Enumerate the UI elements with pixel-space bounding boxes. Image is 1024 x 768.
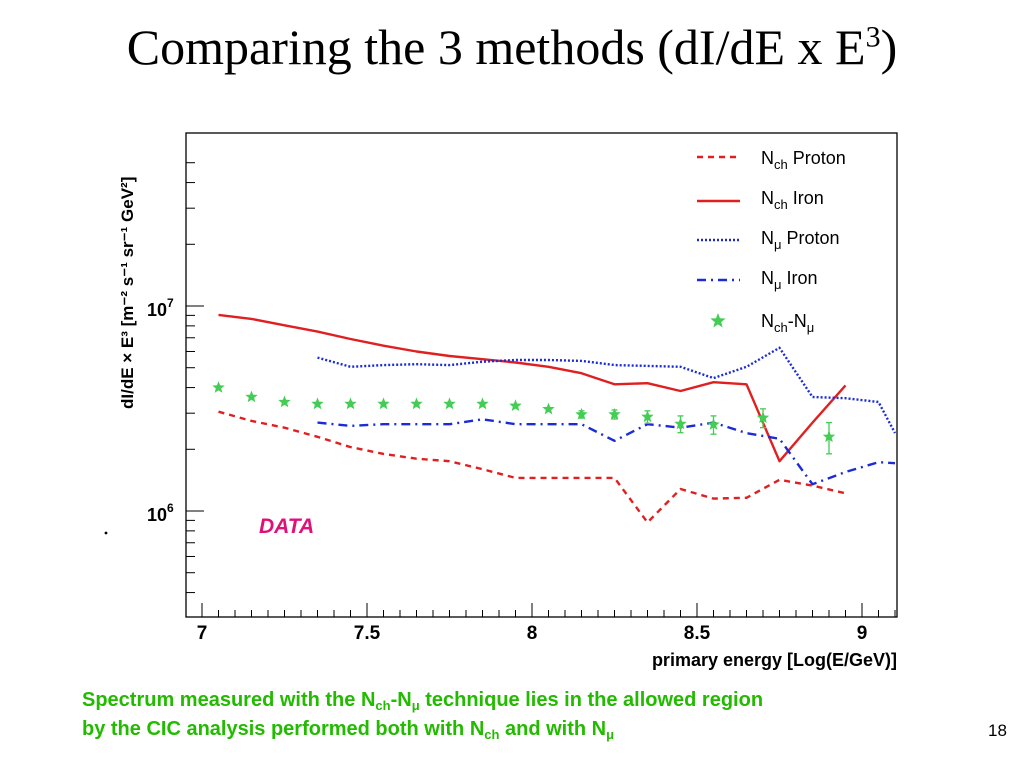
title-text: Comparing the 3 methods (dI/dE x E bbox=[126, 19, 866, 75]
y-axis-label: dI/dE × E³ [m⁻² s⁻¹ sr⁻¹ GeV²] bbox=[118, 177, 137, 409]
slide-title: Comparing the 3 methods (dI/dE x E3) bbox=[0, 18, 1024, 76]
legend-star-icon bbox=[710, 313, 726, 328]
series-line-2 bbox=[317, 346, 897, 434]
data-point-star bbox=[476, 397, 489, 410]
series-line-3 bbox=[317, 418, 896, 486]
x-axis-label: primary energy [Log(E/GeV)] bbox=[652, 650, 897, 670]
data-point-star bbox=[344, 397, 357, 410]
page-number: 18 bbox=[988, 721, 1007, 740]
data-point-star bbox=[608, 407, 621, 420]
data-point-star bbox=[575, 407, 588, 420]
series-line-1 bbox=[218, 313, 847, 463]
series-markers bbox=[212, 381, 836, 455]
caption-line-2: by the CIC analysis performed both with … bbox=[82, 718, 615, 742]
data-point-star bbox=[410, 397, 423, 410]
data-point-star bbox=[212, 381, 225, 393]
plot-frame bbox=[185, 132, 898, 618]
data-point-star bbox=[542, 402, 555, 415]
x-tick-label: 7 bbox=[197, 623, 208, 644]
y-tick-exponent: 6 bbox=[167, 501, 174, 515]
x-tick-label: 7.5 bbox=[354, 623, 381, 644]
data-annotation: DATA bbox=[259, 515, 314, 538]
legend-label-nch-iron: Nch Iron bbox=[761, 188, 824, 212]
data-point-star bbox=[641, 410, 654, 423]
caption-line-1: Spectrum measured with the Nch-Nμ techni… bbox=[82, 689, 764, 713]
data-point-star bbox=[822, 430, 836, 443]
x-tick-label: 8 bbox=[527, 623, 538, 644]
data-point-star bbox=[443, 397, 456, 410]
data-point-star bbox=[245, 390, 258, 403]
data-point-star bbox=[674, 417, 687, 430]
data-point-star bbox=[707, 418, 720, 430]
y-tick-label: 106 bbox=[147, 501, 174, 525]
legend-swatch-nch-nmu bbox=[710, 313, 726, 328]
data-point-star bbox=[756, 411, 770, 423]
series-line-0 bbox=[218, 410, 846, 524]
legend-label-nmu-iron: Nμ Iron bbox=[761, 268, 818, 292]
data-point-star bbox=[311, 397, 324, 410]
series-lines bbox=[218, 313, 897, 524]
data-point-star bbox=[377, 397, 390, 410]
data-point-star bbox=[509, 399, 522, 411]
legend: Nch Proton Nch Iron Nμ Proton Nμ Iron Nc… bbox=[697, 148, 846, 335]
legend-label-nch-nmu: Nch-Nμ bbox=[761, 311, 814, 335]
slide-caption: Spectrum measured with the Nch-Nμ techni… bbox=[82, 686, 982, 744]
y-tick-exponent: 7 bbox=[167, 296, 174, 310]
x-tick-label: 9 bbox=[857, 623, 868, 644]
x-tick-label: 8.5 bbox=[684, 623, 711, 644]
stray-dot bbox=[104, 531, 108, 535]
y-tick-label: 107 bbox=[147, 296, 174, 320]
legend-label-nmu-proton: Nμ Proton bbox=[761, 228, 840, 252]
data-point-star bbox=[278, 395, 291, 408]
title-superscript: 3 bbox=[865, 20, 881, 54]
y-tick-base: 10 bbox=[147, 300, 167, 320]
y-tick-base: 10 bbox=[147, 505, 167, 525]
legend-label-nch-proton: Nch Proton bbox=[761, 148, 846, 172]
tick-marks bbox=[186, 162, 896, 617]
title-close: ) bbox=[880, 19, 898, 75]
